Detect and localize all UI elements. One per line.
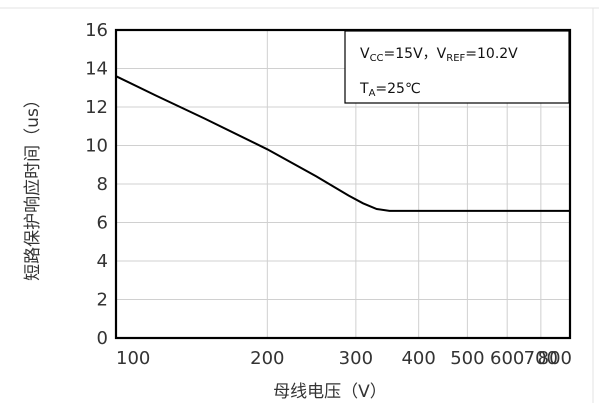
- y-tick-4: 4: [97, 251, 108, 272]
- y-tick-0: 0: [97, 328, 108, 349]
- annotation-line-2: TA=25℃: [359, 81, 421, 99]
- annotation-box: [344, 30, 570, 104]
- x-tick-500: 500: [450, 348, 484, 369]
- y-tick-6: 6: [97, 213, 108, 234]
- y-axis-title: 短路保护响应时间（us）: [23, 91, 43, 281]
- y-tick-12: 12: [85, 97, 108, 118]
- ta-value: =25℃: [375, 81, 420, 97]
- x-tick-200: 200: [250, 348, 284, 369]
- x-tick-100: 100: [116, 348, 150, 369]
- annotation-line-1: VCC=15V，VREF=10.2V: [360, 46, 518, 64]
- y-tick-14: 14: [85, 59, 108, 80]
- vcc-value: =15V，: [384, 46, 437, 62]
- y-tick-2: 2: [97, 290, 108, 311]
- vcc-symbol: V: [360, 46, 370, 62]
- y-tick-10: 10: [85, 136, 108, 157]
- x-tick-400: 400: [401, 348, 435, 369]
- y-tick-16: 16: [85, 20, 108, 41]
- y-tick-labels: 0 2 4 6 8 10 12 14 16: [85, 20, 108, 349]
- plot-area-frame: [114, 28, 572, 340]
- vref-symbol: V: [437, 46, 447, 62]
- condition-annotation: VCC=15V，VREF=10.2V TA=25℃: [344, 30, 570, 104]
- vcc-subscript: CC: [370, 53, 384, 64]
- y-tick-8: 8: [97, 174, 108, 195]
- vref-value: =10.2V: [465, 46, 518, 62]
- x-tick-300: 300: [339, 348, 373, 369]
- x-tick-700: 700: [524, 348, 558, 369]
- response-time-curve: [115, 75, 570, 212]
- x-tick-600: 600: [490, 348, 524, 369]
- vref-subscript: REF: [446, 53, 465, 64]
- x-axis-title: 母线电压（V）: [273, 382, 387, 402]
- ta-subscript: A: [369, 88, 376, 99]
- x-tick-800: 800: [538, 348, 572, 369]
- ta-symbol: T: [359, 81, 369, 97]
